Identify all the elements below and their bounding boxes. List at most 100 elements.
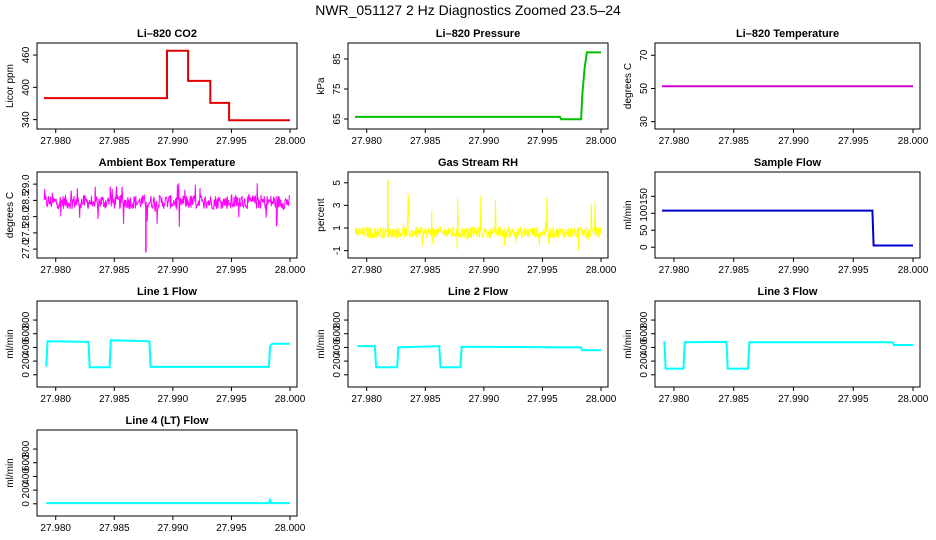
x-tick-label: 28.000 <box>275 136 306 147</box>
y-tick-label: 340 <box>21 111 32 128</box>
y-tick-label: 27.0 <box>21 239 32 259</box>
x-tick-label: 27.985 <box>718 265 749 276</box>
y-axis-label: degrees C <box>5 192 16 238</box>
x-tick-label: 27.980 <box>659 394 690 405</box>
chart-panel: Gas Stream RH 27.980 27.985 27.990 27.995 28.… <box>316 157 617 276</box>
y-axis-label: ml/min <box>5 458 16 487</box>
y-tick-label: 800 <box>21 311 32 328</box>
y-tick-label: 200 <box>21 352 32 369</box>
x-tick-label: 27.995 <box>216 136 247 147</box>
x-tick-label: 27.990 <box>158 523 189 534</box>
chart-title: Li–820 Pressure <box>436 28 520 40</box>
plot-frame <box>347 300 609 388</box>
series-line <box>46 497 290 505</box>
y-tick-label: 400 <box>332 339 343 356</box>
chart-panel: Line 1 Flow 27.980 27.985 27.990 27.995 28.00… <box>5 286 306 405</box>
x-tick-label: 27.980 <box>40 136 71 147</box>
x-tick-label: 27.980 <box>351 265 382 276</box>
x-tick-label: 28.000 <box>898 394 929 405</box>
plot-frame <box>347 171 609 259</box>
y-axis-label: ml/min <box>316 329 327 358</box>
y-axis-label: ml/min <box>5 329 16 358</box>
series-line <box>663 340 913 370</box>
plot-frame <box>654 300 921 388</box>
plot-frame <box>654 171 921 259</box>
y-tick-label: 5 <box>332 180 343 186</box>
x-tick-label: 28.000 <box>898 136 929 147</box>
x-tick-label: 27.980 <box>40 265 71 276</box>
chart-title: Ambient Box Temperature <box>99 157 236 169</box>
x-tick-label: 28.000 <box>898 265 929 276</box>
y-tick-label: 75 <box>332 83 343 95</box>
y-tick-label: 100 <box>639 205 650 222</box>
y-tick-label: 0 <box>639 372 650 378</box>
series-line <box>44 49 290 122</box>
y-axis-label: ml/min <box>623 200 634 229</box>
plot-frame <box>347 42 609 130</box>
x-tick-label: 28.000 <box>586 394 617 405</box>
y-axis-label: degrees C <box>623 63 634 109</box>
x-tick-label: 27.980 <box>659 136 690 147</box>
x-tick-label: 27.990 <box>778 394 809 405</box>
y-tick-label: 600 <box>21 454 32 471</box>
x-tick-label: 27.990 <box>158 394 189 405</box>
x-tick-label: 28.000 <box>275 265 306 276</box>
chart-panel: Line 2 Flow 27.980 27.985 27.990 27.995 28.00… <box>316 286 617 405</box>
y-tick-label: 460 <box>21 46 32 63</box>
chart-panel: Ambient Box Temperature 27.980 27.985 27.99… <box>5 157 306 276</box>
series-line <box>45 339 290 369</box>
x-tick-label: 27.985 <box>99 265 130 276</box>
y-tick-label: 29.0 <box>21 174 32 194</box>
y-axis-label: ml/min <box>623 329 634 358</box>
y-tick-label: 800 <box>639 311 650 328</box>
y-tick-label: 400 <box>21 339 32 356</box>
x-tick-label: 28.000 <box>586 136 617 147</box>
x-tick-label: 27.995 <box>527 136 558 147</box>
series-line <box>354 194 602 251</box>
x-tick-label: 27.985 <box>99 394 130 405</box>
x-tick-label: 27.985 <box>99 136 130 147</box>
series-line <box>43 183 291 227</box>
series-line <box>355 51 601 121</box>
y-tick-label: 30 <box>639 116 650 128</box>
plot-frame <box>654 42 921 130</box>
y-tick-label: 70 <box>639 49 650 61</box>
y-tick-label: 28.0 <box>21 206 32 226</box>
chart-panel: Li–820 CO2 27.980 27.985 27.990 27.995 28.000… <box>5 28 306 147</box>
x-tick-label: 27.985 <box>99 523 130 534</box>
y-tick-label: 200 <box>21 481 32 498</box>
x-tick-label: 27.985 <box>718 136 749 147</box>
x-tick-label: 27.990 <box>158 265 189 276</box>
x-tick-label: 27.990 <box>778 265 809 276</box>
x-tick-label: 27.995 <box>527 265 558 276</box>
x-tick-label: 27.990 <box>469 136 500 147</box>
y-tick-label: 0 <box>21 372 32 378</box>
x-tick-label: 27.985 <box>410 394 441 405</box>
x-tick-label: 27.995 <box>216 394 247 405</box>
page-title: NWR_051127 2 Hz Diagnostics Zoomed 23.5–… <box>315 2 621 18</box>
series-line <box>357 345 601 369</box>
y-tick-label: 85 <box>332 53 343 65</box>
x-tick-label: 27.995 <box>838 265 869 276</box>
y-tick-label: 0 <box>639 244 650 250</box>
y-tick-label: 50 <box>639 224 650 236</box>
y-tick-label: 800 <box>21 440 32 457</box>
x-tick-label: 28.000 <box>275 523 306 534</box>
y-tick-label: 1 <box>332 225 343 231</box>
chart-panel: Sample Flow 27.980 27.985 27.990 27.995 28.00… <box>623 157 929 276</box>
x-tick-label: 27.980 <box>351 394 382 405</box>
y-tick-label: 150 <box>639 188 650 205</box>
chart-title: Li–820 CO2 <box>137 28 197 40</box>
plot-frame <box>36 300 298 388</box>
chart-title: Line 1 Flow <box>137 286 197 298</box>
y-tick-label: 65 <box>332 113 343 125</box>
x-tick-label: 27.995 <box>216 265 247 276</box>
x-tick-label: 27.995 <box>527 394 558 405</box>
y-tick-label: 27.5 <box>21 223 32 243</box>
x-tick-label: 27.980 <box>40 523 71 534</box>
y-tick-label: 0 <box>21 501 32 507</box>
plot-frame <box>36 171 298 259</box>
y-tick-label: 3 <box>332 202 343 208</box>
x-tick-label: 27.990 <box>469 394 500 405</box>
